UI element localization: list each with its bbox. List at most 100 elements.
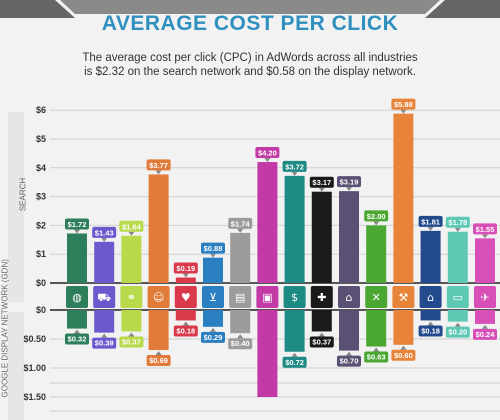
- display-tick-label: $1.50: [23, 392, 46, 402]
- search-value-label: $1.74: [231, 219, 251, 228]
- search-label-bg: [445, 216, 470, 228]
- search-label-bg: [173, 262, 198, 274]
- display-bar: [257, 310, 278, 397]
- display-tick-label: $0: [36, 305, 46, 315]
- search-label-bg: [418, 215, 443, 227]
- display-label-pointer: [182, 321, 189, 326]
- display-label-bg: [173, 325, 198, 337]
- display-label-bg: [364, 351, 389, 363]
- search-bar: [447, 231, 468, 283]
- lamp-icon: ⌂: [346, 291, 353, 304]
- search-bar: [257, 162, 278, 283]
- display-bar: [339, 310, 359, 351]
- display-value-label: $0.20: [448, 328, 467, 337]
- search-bar: [284, 175, 305, 283]
- category-icon-tile: [419, 286, 442, 308]
- display-value-label: $0.37: [122, 337, 141, 346]
- subtitle-line-2: is $2.32 on the search network and $0.58…: [84, 66, 416, 78]
- search-value-label: $1.55: [476, 225, 495, 234]
- search-label-pointer: [210, 253, 216, 258]
- search-bar: [475, 238, 495, 283]
- search-label-bg: [282, 160, 307, 172]
- tools-icon: ✕: [372, 291, 381, 304]
- search-value-label: $5.88: [394, 100, 413, 109]
- search-bar: [148, 174, 169, 283]
- search-label-pointer: [128, 231, 135, 236]
- search-label-pointer: [237, 228, 244, 233]
- display-tick-label: $1.00: [23, 363, 46, 373]
- display-label-bg: [282, 356, 307, 368]
- display-value-label: $0.18: [421, 326, 440, 335]
- category-icon-tile: [338, 286, 360, 308]
- display-bar: [121, 310, 142, 332]
- search-label-pointer: [400, 109, 407, 114]
- search-tick-label: $2: [36, 220, 46, 230]
- subtitle-line-1: The average cost per click (CPC) in AdWo…: [82, 52, 418, 64]
- display-value-label: $0.18: [176, 326, 195, 335]
- category-icon-tile: [229, 286, 252, 308]
- display-tick-label: $0.50: [23, 334, 46, 344]
- search-tick-label: $5: [36, 134, 46, 144]
- display-label-bg: [309, 336, 334, 348]
- category-icon-tile: [174, 286, 197, 308]
- display-value-label: $0.69: [149, 356, 168, 365]
- search-value-label: $1.78: [448, 218, 467, 227]
- display-bar: [67, 310, 87, 329]
- display-label-pointer: [400, 345, 407, 350]
- search-value-label: $0.19: [176, 264, 195, 273]
- display-bar: [366, 310, 387, 347]
- category-icon-tile: [120, 286, 143, 308]
- search-value-label: $3.77: [149, 161, 168, 170]
- display-label-bg: [201, 331, 225, 343]
- page-title: AVERAGE COST PER CLICK: [101, 12, 399, 35]
- search-label-bg: [391, 98, 416, 110]
- display-bar: [420, 310, 441, 321]
- face-icon: ☺: [153, 291, 164, 304]
- display-value-label: $0.70: [340, 357, 359, 366]
- laptop-icon: ▭: [453, 291, 463, 304]
- search-bar: [366, 225, 387, 283]
- display-label-pointer: [291, 352, 298, 357]
- category-icon-tile: [446, 286, 469, 308]
- display-label-bg: [65, 333, 89, 345]
- display-label-pointer: [482, 324, 488, 329]
- header-banner: [0, 0, 500, 18]
- search-label-pointer: [155, 170, 162, 175]
- search-label-pointer: [101, 237, 108, 242]
- search-value-label: $3.19: [340, 178, 359, 187]
- display-bar: [311, 310, 332, 332]
- gavel-icon: ⚒: [398, 291, 408, 304]
- search-axis-label: SEARCH: [18, 177, 28, 212]
- display-label-bg: [228, 338, 253, 350]
- briefcase-icon: ▣: [262, 291, 272, 304]
- search-bar: [230, 232, 251, 283]
- display-label-bg: [473, 328, 497, 340]
- display-bar: [393, 310, 414, 345]
- search-bar: [393, 113, 414, 283]
- display-label-bg: [146, 355, 171, 367]
- display-axis-label: GOOGLE DISPLAY NETWORK (GDN): [0, 259, 10, 398]
- search-value-label: $0.88: [204, 244, 223, 253]
- search-label-pointer: [346, 187, 352, 192]
- display-bar: [203, 310, 223, 327]
- search-value-label: $1.72: [68, 220, 87, 229]
- heart-icon: ♥: [181, 291, 191, 304]
- category-icon-tile: [93, 286, 116, 308]
- search-label-pointer: [318, 187, 325, 192]
- category-icon-tile: [256, 286, 279, 308]
- search-tick-label: $6: [36, 105, 46, 115]
- display-side-panel: [8, 312, 24, 420]
- category-icon-tile: [66, 286, 88, 308]
- display-value-label: $0.32: [68, 335, 87, 344]
- display-value-label: $0.60: [394, 351, 413, 360]
- book-icon: ▤: [235, 291, 245, 304]
- search-label-pointer: [182, 273, 189, 278]
- display-bar: [148, 310, 169, 351]
- search-label-pointer: [373, 221, 380, 226]
- display-bar: [94, 310, 115, 333]
- search-value-label: $2.00: [367, 212, 386, 221]
- search-label-pointer: [427, 226, 434, 231]
- category-icon-tile: [474, 286, 496, 308]
- search-value-label: $3.17: [312, 178, 331, 187]
- display-label-pointer: [128, 332, 135, 337]
